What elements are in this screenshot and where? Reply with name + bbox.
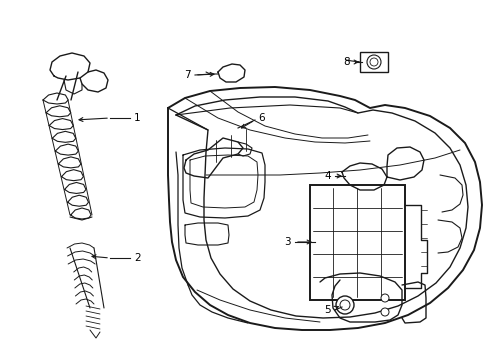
Text: 7: 7 xyxy=(184,70,191,80)
Text: 5: 5 xyxy=(324,305,330,315)
Bar xyxy=(309,185,404,300)
Circle shape xyxy=(335,296,353,314)
Circle shape xyxy=(366,55,380,69)
Text: 1: 1 xyxy=(134,113,141,123)
Circle shape xyxy=(380,294,388,302)
Text: 6: 6 xyxy=(258,113,264,123)
Text: 3: 3 xyxy=(284,237,290,247)
Text: 4: 4 xyxy=(324,171,330,181)
Circle shape xyxy=(339,300,349,310)
Bar xyxy=(359,52,387,72)
Text: 8: 8 xyxy=(343,57,349,67)
Circle shape xyxy=(369,58,377,66)
Text: 2: 2 xyxy=(134,253,141,263)
Circle shape xyxy=(380,308,388,316)
